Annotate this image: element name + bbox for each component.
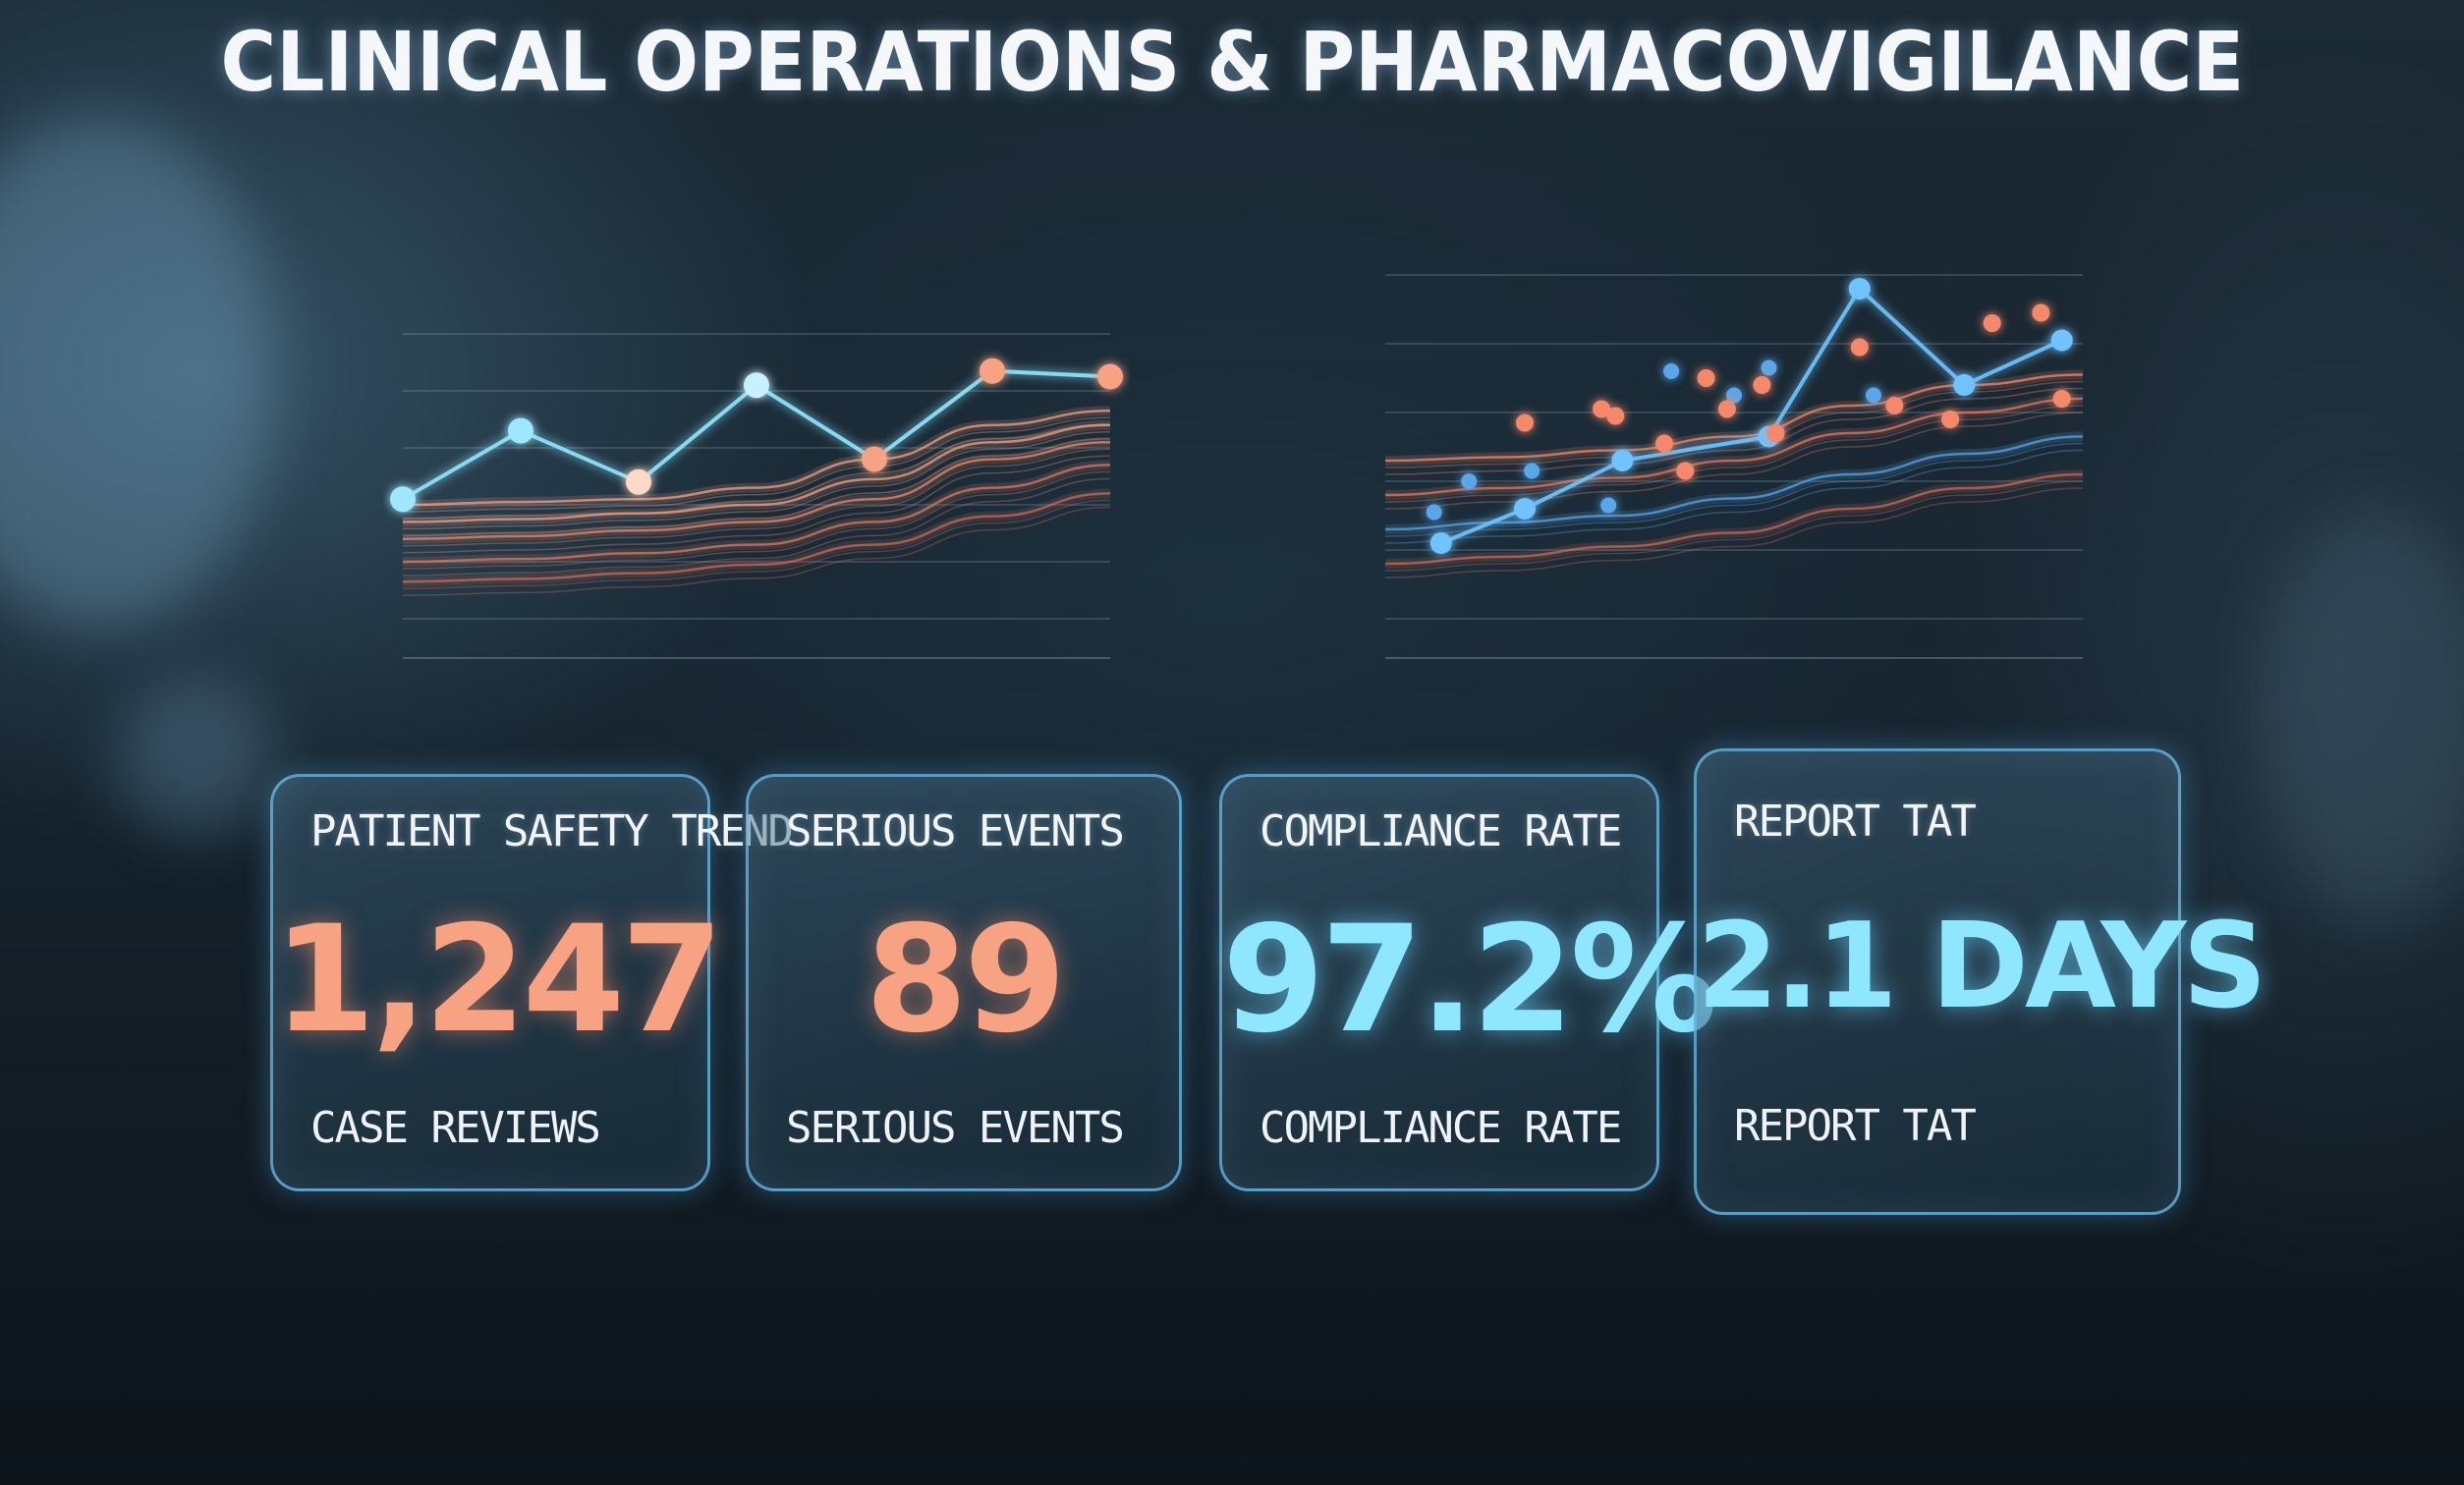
data-point [1606,407,1625,425]
trend-band-fiber [1384,480,2084,572]
serious-events-scatter-chart [1384,274,2084,659]
data-point [1676,462,1695,480]
data-point [2050,329,2073,352]
trend-band [402,423,1111,523]
kpi-caption: SERIOUS EVENTS [786,1103,1125,1153]
data-point [1600,497,1617,514]
kpi-caption: CASE REVIEWS [310,1103,601,1153]
trend-band-fiber [1384,487,2084,578]
background-glow-right [2260,511,2464,923]
patient-safety-trend-chart [390,333,1123,659]
data-point [1663,363,1680,379]
trend-band-fiber [402,477,1111,577]
trend-band-fiber [1384,405,2084,503]
data-point [390,486,416,513]
data-point [1866,387,1881,404]
trend-band-fiber [402,455,1111,554]
kpi-label: REPORT TAT [1734,797,1977,847]
trend-band-fiber [1384,387,2084,475]
data-point [1593,400,1611,418]
kpi-card-report-tat[interactable]: REPORT TAT 2.1 DAYS REPORT TAT [1694,748,2268,1215]
trend-band [402,440,1111,541]
kpi-card-serious-events[interactable]: SERIOUS EVENTS 89 SERIOUS EVENTS [746,774,1182,1191]
trend-band [1384,472,2084,566]
kpi-value: 97.2% [1222,895,1717,1066]
trend-band-fiber [1384,449,2084,544]
data-point [1983,314,2001,332]
kpi-card-patient-safety[interactable]: PATIENT SAFETY TREND 1,247 CASE REVIEWS [270,774,794,1191]
page-title: CLINICAL OPERATIONS & PHARMACOVIGILANCE [220,14,2244,110]
data-point [1516,413,1534,432]
data-point [980,358,1005,384]
data-point [1761,359,1777,376]
data-point [1524,463,1540,479]
background-glow-left [0,118,275,629]
data-point [1097,363,1123,390]
trend-band-fiber [402,438,1111,537]
data-point [1717,400,1736,418]
data-point [862,446,887,472]
trend-band-fiber [402,416,1111,513]
trend-band [1384,397,2084,497]
data-point [1953,374,1976,396]
data-point [1850,338,1869,357]
kpi-value: 89 [865,895,1067,1066]
trend-band [402,410,1111,507]
kpi-label: SERIOUS EVENTS [786,806,1125,856]
kpi-label: COMPLIANCE RATE [1260,806,1622,856]
data-point [744,372,769,399]
trend-band [402,464,1111,564]
trend-band-fiber [402,499,1111,590]
data-point [1848,278,1871,300]
trend-band-fiber [402,470,1111,570]
data-point [2032,303,2050,322]
trend-band-fiber [1384,442,2084,537]
kpi-value: 1,247 [273,895,723,1066]
data-point [2052,390,2071,408]
kpi-card-compliance-rate[interactable]: COMPLIANCE RATE 97.2% COMPLIANCE RATE [1219,774,1717,1191]
trend-band-fiber [402,431,1111,530]
data-point [1655,434,1673,453]
data-point [1726,387,1742,404]
data-point [1697,369,1715,387]
kpi-label: PATIENT SAFETY TREND [310,806,794,856]
trend-band-fiber [1384,412,2084,510]
data-point [1766,424,1785,442]
kpi-value: 2.1 DAYS [1697,899,2268,1035]
trend-band-fiber [402,423,1111,520]
trend-band [402,492,1111,583]
data-point [626,468,651,495]
trend-band-fiber [402,448,1111,547]
data-point [1461,473,1478,489]
data-point [1426,504,1442,521]
data-point [1941,411,1960,428]
trend-band-fiber [402,506,1111,597]
background-glow-mid [118,678,275,835]
data-point [508,417,533,444]
data-point [1753,376,1771,394]
data-point [1885,397,1904,414]
trend-band [1384,435,2084,531]
data-point [1429,532,1452,554]
data-point [1611,450,1634,471]
kpi-caption: COMPLIANCE RATE [1260,1103,1622,1153]
kpi-caption: REPORT TAT [1734,1101,1977,1151]
data-point [1514,498,1536,520]
